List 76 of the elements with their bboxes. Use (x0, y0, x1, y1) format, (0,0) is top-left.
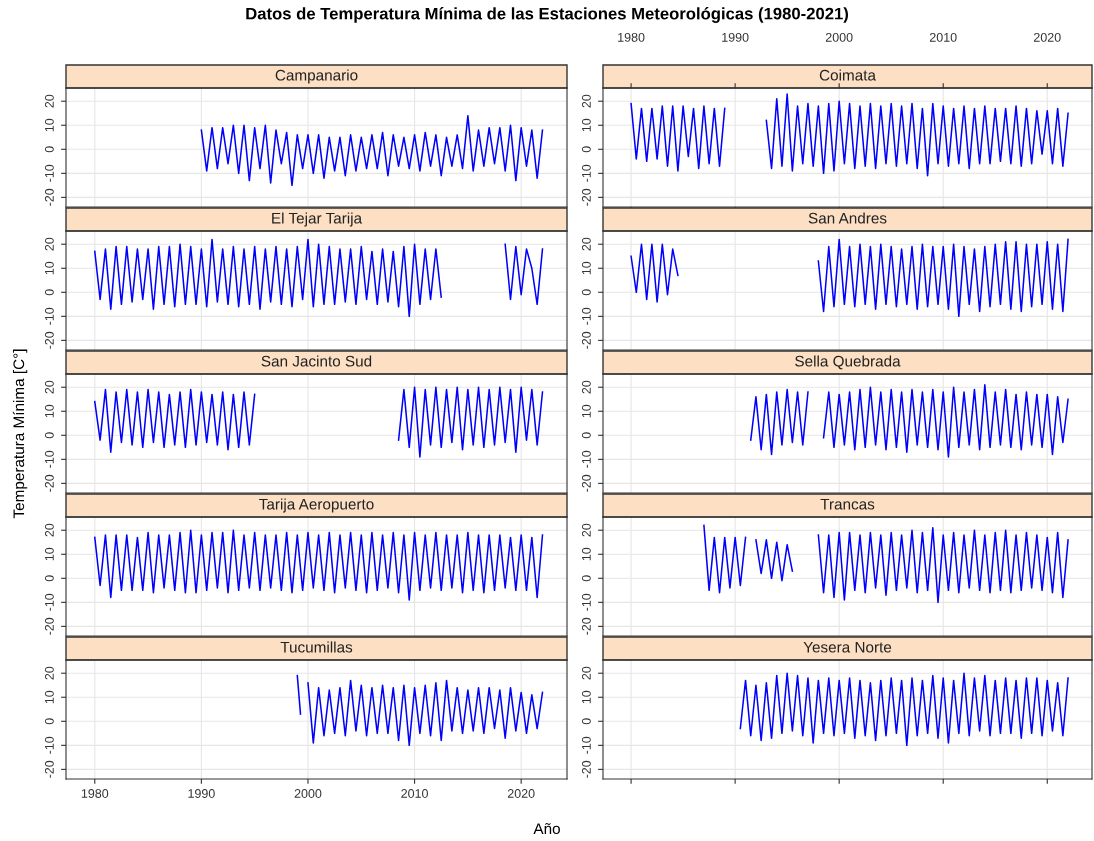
y-tick-label: 10 (44, 118, 54, 132)
chart-title: Campanario (275, 69, 358, 84)
y-tick-label: 20 (44, 237, 54, 251)
x-tick-label: 2010 (401, 789, 428, 798)
y-tick-label: -20 (581, 331, 591, 349)
y-tick-label: -20 (581, 474, 591, 492)
chart-title: Tarija Aeropuerto (259, 498, 374, 513)
x-tick-label: 1980 (81, 789, 109, 798)
y-axis-title: Temperatura Mínima [C°] (12, 349, 28, 519)
chart-title: Coimata (819, 69, 876, 81)
x2-tick-label: 2000 (825, 32, 853, 42)
chart-title: Yesera Norte (803, 641, 892, 653)
y-tick-label: -10 (581, 450, 591, 468)
chart-title: Sella Quebrada (795, 355, 901, 370)
y-tick-label: 10 (581, 261, 591, 275)
x2-tick-label: 2010 (929, 32, 957, 42)
y-tick-label: 0 (581, 146, 591, 153)
chart-title: San Jacinto Sud (261, 355, 372, 367)
chart-title: Tucumillas (280, 641, 353, 653)
y-tick-label: -10 (44, 736, 54, 754)
y-tick-label: 10 (581, 547, 591, 561)
y-tick-label: 0 (44, 289, 54, 296)
y-tick-label: -20 (44, 188, 54, 206)
x2-tick-label: 1990 (722, 32, 749, 42)
y-tick-label: 20 (44, 380, 54, 394)
chart-title: El Tejar Tarija (272, 212, 363, 227)
chart-title: San Andres (808, 212, 887, 224)
x-tick-label: 2000 (294, 789, 322, 798)
y-tick-label: 0 (44, 146, 54, 153)
y-tick-label: -20 (44, 760, 54, 778)
y-tick-label: -10 (44, 164, 54, 182)
y-tick-label: -20 (581, 188, 591, 206)
y-tick-label: -10 (581, 164, 591, 182)
x-axis-title: Año (533, 822, 560, 835)
chart-title: Trancas (820, 498, 875, 510)
y-tick-label: 0 (44, 718, 54, 725)
line-series (200, 114, 544, 187)
x2-tick-label: 2020 (1033, 32, 1061, 42)
y-tick-label: -10 (581, 736, 591, 754)
y-tick-label: -10 (581, 307, 591, 325)
y-tick-label: 10 (581, 404, 591, 418)
y-tick-label: 10 (44, 690, 54, 704)
y-tick-label: 0 (44, 575, 54, 582)
line-series (94, 529, 544, 601)
y-tick-label: 20 (44, 94, 54, 108)
y-tick-label: 20 (44, 666, 54, 680)
x-tick-label: 2020 (507, 789, 535, 798)
y-tick-label: 20 (581, 380, 591, 394)
y-tick-label: -20 (44, 331, 54, 349)
y-tick-label: 0 (581, 289, 591, 296)
y-tick-label: 20 (44, 523, 54, 537)
x-tick-label: 1990 (188, 789, 215, 798)
y-tick-label: 10 (44, 547, 54, 561)
y-tick-label: 10 (581, 118, 591, 132)
y-tick-label: 10 (581, 690, 591, 704)
y-tick-label: -20 (581, 617, 591, 635)
y-tick-label: -10 (581, 593, 591, 611)
y-tick-label: 0 (581, 432, 591, 439)
y-tick-label: 0 (581, 575, 591, 582)
y-tick-label: 10 (44, 404, 54, 418)
y-tick-label: -10 (44, 450, 54, 468)
y-tick-label: -20 (44, 617, 54, 635)
y-tick-label: 20 (581, 237, 591, 251)
y-tick-label: 10 (44, 261, 54, 275)
y-tick-label: 0 (44, 432, 54, 439)
y-tick-label: -10 (44, 307, 54, 325)
y-tick-label: 20 (581, 523, 591, 537)
text: Datos de Temperatura Mínima de las Estaciones Meteorológicas (1980-2021) (246, 7, 848, 23)
y-tick-label: -20 (581, 760, 591, 778)
y-tick-label: 20 (581, 94, 591, 108)
y-tick-label: -20 (44, 474, 54, 492)
x2-tick-label: 1980 (618, 32, 645, 42)
y-tick-label: 20 (581, 666, 591, 680)
y-tick-label: 0 (581, 718, 591, 725)
y-tick-label: -10 (44, 593, 54, 611)
line-series (739, 672, 1069, 747)
